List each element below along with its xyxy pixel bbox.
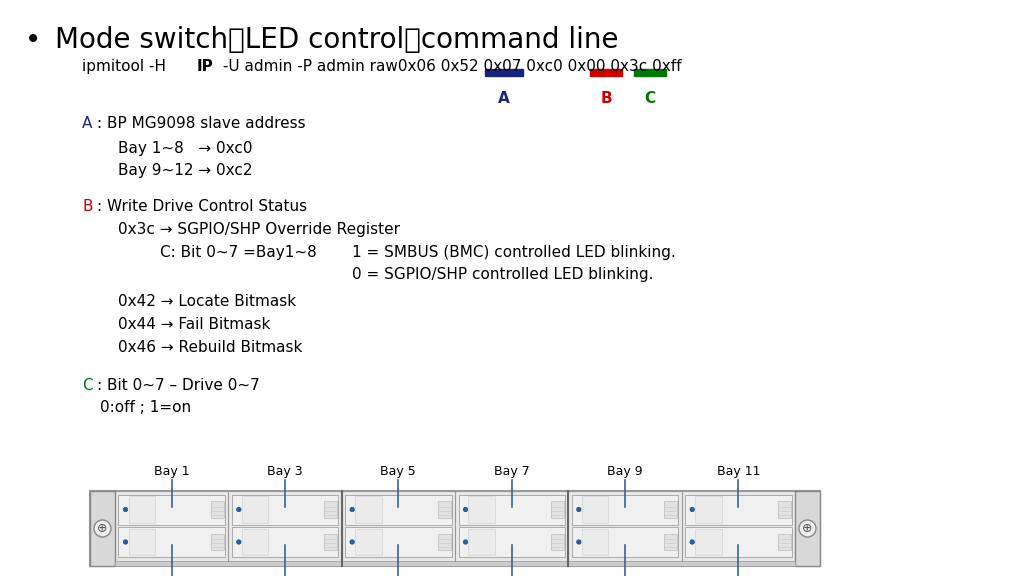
Bar [128, 529, 155, 555]
Bar [345, 495, 452, 525]
Text: Bay 1: Bay 1 [154, 465, 189, 479]
Bar [695, 497, 722, 523]
Bar [551, 501, 564, 518]
Text: 0:off ; 1=on: 0:off ; 1=on [100, 400, 191, 415]
Bar [325, 501, 337, 518]
Bar [469, 497, 495, 523]
Circle shape [463, 540, 468, 544]
Circle shape [350, 540, 354, 544]
Bar [582, 497, 608, 523]
Circle shape [799, 520, 816, 537]
Bar [211, 534, 224, 550]
Text: : Write Drive Control Status: : Write Drive Control Status [97, 199, 307, 214]
Text: : Bit 0~7 – Drive 0~7: : Bit 0~7 – Drive 0~7 [97, 378, 260, 393]
Bar [777, 501, 791, 518]
Bar [231, 527, 338, 557]
Bar [242, 529, 268, 555]
Bar [211, 501, 224, 518]
Circle shape [350, 507, 354, 511]
Text: Bay 9~12 → 0xc2: Bay 9~12 → 0xc2 [118, 163, 253, 178]
Bar [459, 495, 565, 525]
Bar [485, 70, 523, 76]
Text: A: A [82, 116, 92, 131]
Circle shape [577, 507, 581, 511]
Text: -U admin -P admin raw0x06 0x52 0x07 0xc0 0x00 0x3c 0xff: -U admin -P admin raw0x06 0x52 0x07 0xc0… [218, 59, 682, 74]
Text: Bay 11: Bay 11 [717, 465, 760, 479]
Bar [355, 529, 382, 555]
Bar [571, 495, 678, 525]
Text: 0x3c → SGPIO/SHP Override Register: 0x3c → SGPIO/SHP Override Register [118, 222, 400, 237]
Text: •: • [25, 26, 41, 54]
Bar [355, 497, 382, 523]
Text: Bay 1~8   → 0xc0: Bay 1~8 → 0xc0 [118, 141, 253, 156]
Circle shape [463, 507, 468, 511]
Circle shape [94, 520, 111, 537]
Text: 0x42 → Locate Bitmask: 0x42 → Locate Bitmask [118, 294, 296, 309]
Text: C: C [644, 91, 655, 106]
Bar [634, 70, 666, 76]
Text: A: A [498, 91, 510, 106]
Bar [345, 527, 452, 557]
Text: B: B [600, 91, 611, 106]
Circle shape [577, 540, 581, 544]
Bar [551, 534, 564, 550]
Circle shape [123, 507, 128, 511]
Text: Bay 5: Bay 5 [381, 465, 416, 479]
Circle shape [690, 507, 694, 511]
Bar [119, 495, 225, 525]
Bar [90, 491, 115, 566]
Text: C: Bit 0~7 =Bay1~8: C: Bit 0~7 =Bay1~8 [160, 245, 316, 260]
Bar [119, 527, 225, 557]
Bar [685, 495, 792, 525]
Text: 1 = SMBUS (BMC) controlled LED blinking.: 1 = SMBUS (BMC) controlled LED blinking. [352, 245, 676, 260]
Bar [590, 70, 622, 76]
Text: Mode switch、LED control、command line: Mode switch、LED control、command line [55, 26, 618, 54]
Bar [231, 495, 338, 525]
Bar [777, 534, 791, 550]
Bar [459, 527, 565, 557]
Bar [325, 534, 337, 550]
Bar [665, 534, 677, 550]
Text: 0x46 → Rebuild Bitmask: 0x46 → Rebuild Bitmask [118, 340, 302, 355]
Bar [665, 501, 677, 518]
Text: : BP MG9098 slave address: : BP MG9098 slave address [97, 116, 305, 131]
Circle shape [690, 540, 694, 544]
Text: 0x44 → Fail Bitmask: 0x44 → Fail Bitmask [118, 317, 270, 332]
Bar [469, 529, 495, 555]
Bar [685, 527, 792, 557]
Text: ⊕: ⊕ [97, 522, 108, 535]
Circle shape [237, 540, 241, 544]
Circle shape [123, 540, 128, 544]
Circle shape [237, 507, 241, 511]
Text: IP: IP [197, 59, 213, 74]
Text: ⊕: ⊕ [802, 522, 813, 535]
Text: Bay 9: Bay 9 [607, 465, 643, 479]
Bar [695, 529, 722, 555]
Text: Bay 7: Bay 7 [494, 465, 529, 479]
Text: B: B [82, 199, 92, 214]
Text: ipmitool -H: ipmitool -H [82, 59, 171, 74]
Bar [582, 529, 608, 555]
Bar [437, 501, 451, 518]
Bar [128, 497, 155, 523]
Text: C: C [82, 378, 92, 393]
Bar [242, 497, 268, 523]
Bar [90, 491, 820, 566]
Bar [437, 534, 451, 550]
Bar [115, 560, 795, 566]
Text: 0 = SGPIO/SHP controlled LED blinking.: 0 = SGPIO/SHP controlled LED blinking. [352, 267, 653, 282]
Bar [795, 491, 820, 566]
Bar [571, 527, 678, 557]
Text: Bay 3: Bay 3 [267, 465, 303, 479]
